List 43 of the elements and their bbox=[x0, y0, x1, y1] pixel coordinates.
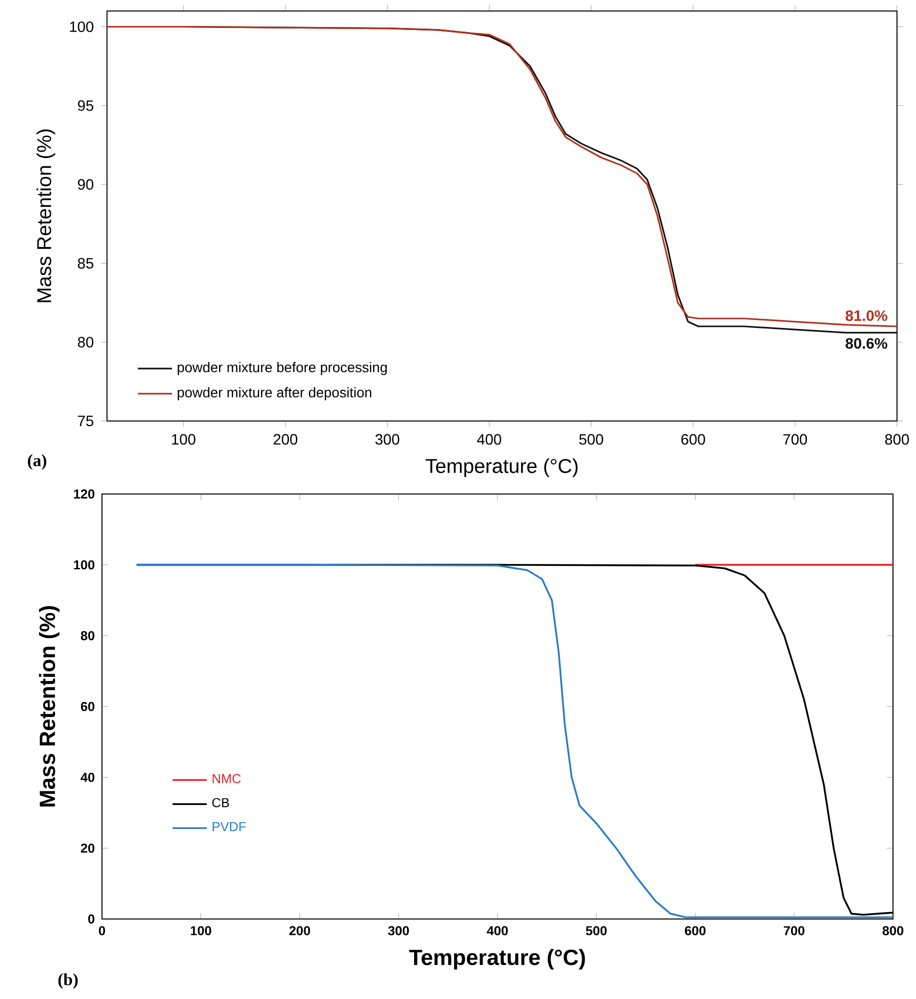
legend-label: powder mixture after deposition bbox=[178, 387, 372, 400]
x-tick-label: 800 bbox=[885, 434, 909, 445]
x-tick-label: 800 bbox=[882, 926, 904, 936]
y-axis-title: Mass Retention (%) bbox=[39, 606, 60, 806]
x-tick-label: 400 bbox=[477, 434, 502, 445]
annotation: 81.0% bbox=[846, 310, 888, 321]
y-tick-label: 95 bbox=[78, 100, 94, 111]
y-tick-label: 80 bbox=[80, 631, 94, 640]
x-tick-label: 500 bbox=[579, 434, 604, 445]
text: (a) bbox=[28, 454, 46, 470]
x-tick-label: 200 bbox=[289, 926, 310, 936]
y-tick-label: 120 bbox=[74, 489, 94, 499]
x-tick-label: 500 bbox=[586, 926, 607, 936]
x-tick-label: 700 bbox=[783, 434, 807, 445]
x-tick-label: 300 bbox=[375, 434, 400, 445]
y-tick-label: 100 bbox=[74, 560, 94, 570]
x-axis-title: Temperature (°C) bbox=[426, 458, 578, 478]
y-tick-label: 75 bbox=[78, 416, 94, 426]
x-tick-label: 100 bbox=[190, 926, 212, 936]
y-tick-label: 90 bbox=[78, 179, 94, 190]
y-tick-label: 0 bbox=[88, 914, 94, 924]
annotation: 80.6% bbox=[846, 338, 888, 349]
x-tick-label: 600 bbox=[684, 926, 706, 936]
y-tick-label: 85 bbox=[78, 258, 94, 269]
legend-label: PVDF bbox=[212, 822, 246, 832]
legend-label: CB bbox=[212, 798, 229, 808]
x-tick-label: 200 bbox=[274, 434, 298, 445]
x-tick-label: 400 bbox=[486, 926, 508, 936]
text: (b) bbox=[58, 973, 78, 989]
y-tick-label: 60 bbox=[80, 702, 94, 712]
y-axis-title: Mass Retention (%) bbox=[36, 129, 56, 302]
y-tick-label: 40 bbox=[80, 772, 94, 782]
legend-label: powder mixture before processing bbox=[178, 362, 387, 376]
x-axis-title: Temperature (°C) bbox=[409, 949, 585, 970]
x-tick-label: 700 bbox=[784, 926, 804, 936]
y-tick-label: 80 bbox=[78, 336, 94, 348]
y-tick-label: 20 bbox=[80, 844, 94, 853]
x-tick-label: 300 bbox=[388, 926, 409, 936]
x-tick-label: 100 bbox=[172, 434, 196, 445]
legend-label: NMC bbox=[212, 774, 241, 784]
x-tick-label: 0 bbox=[98, 926, 106, 936]
y-tick-label: 100 bbox=[70, 21, 94, 32]
x-tick-label: 600 bbox=[681, 434, 706, 445]
